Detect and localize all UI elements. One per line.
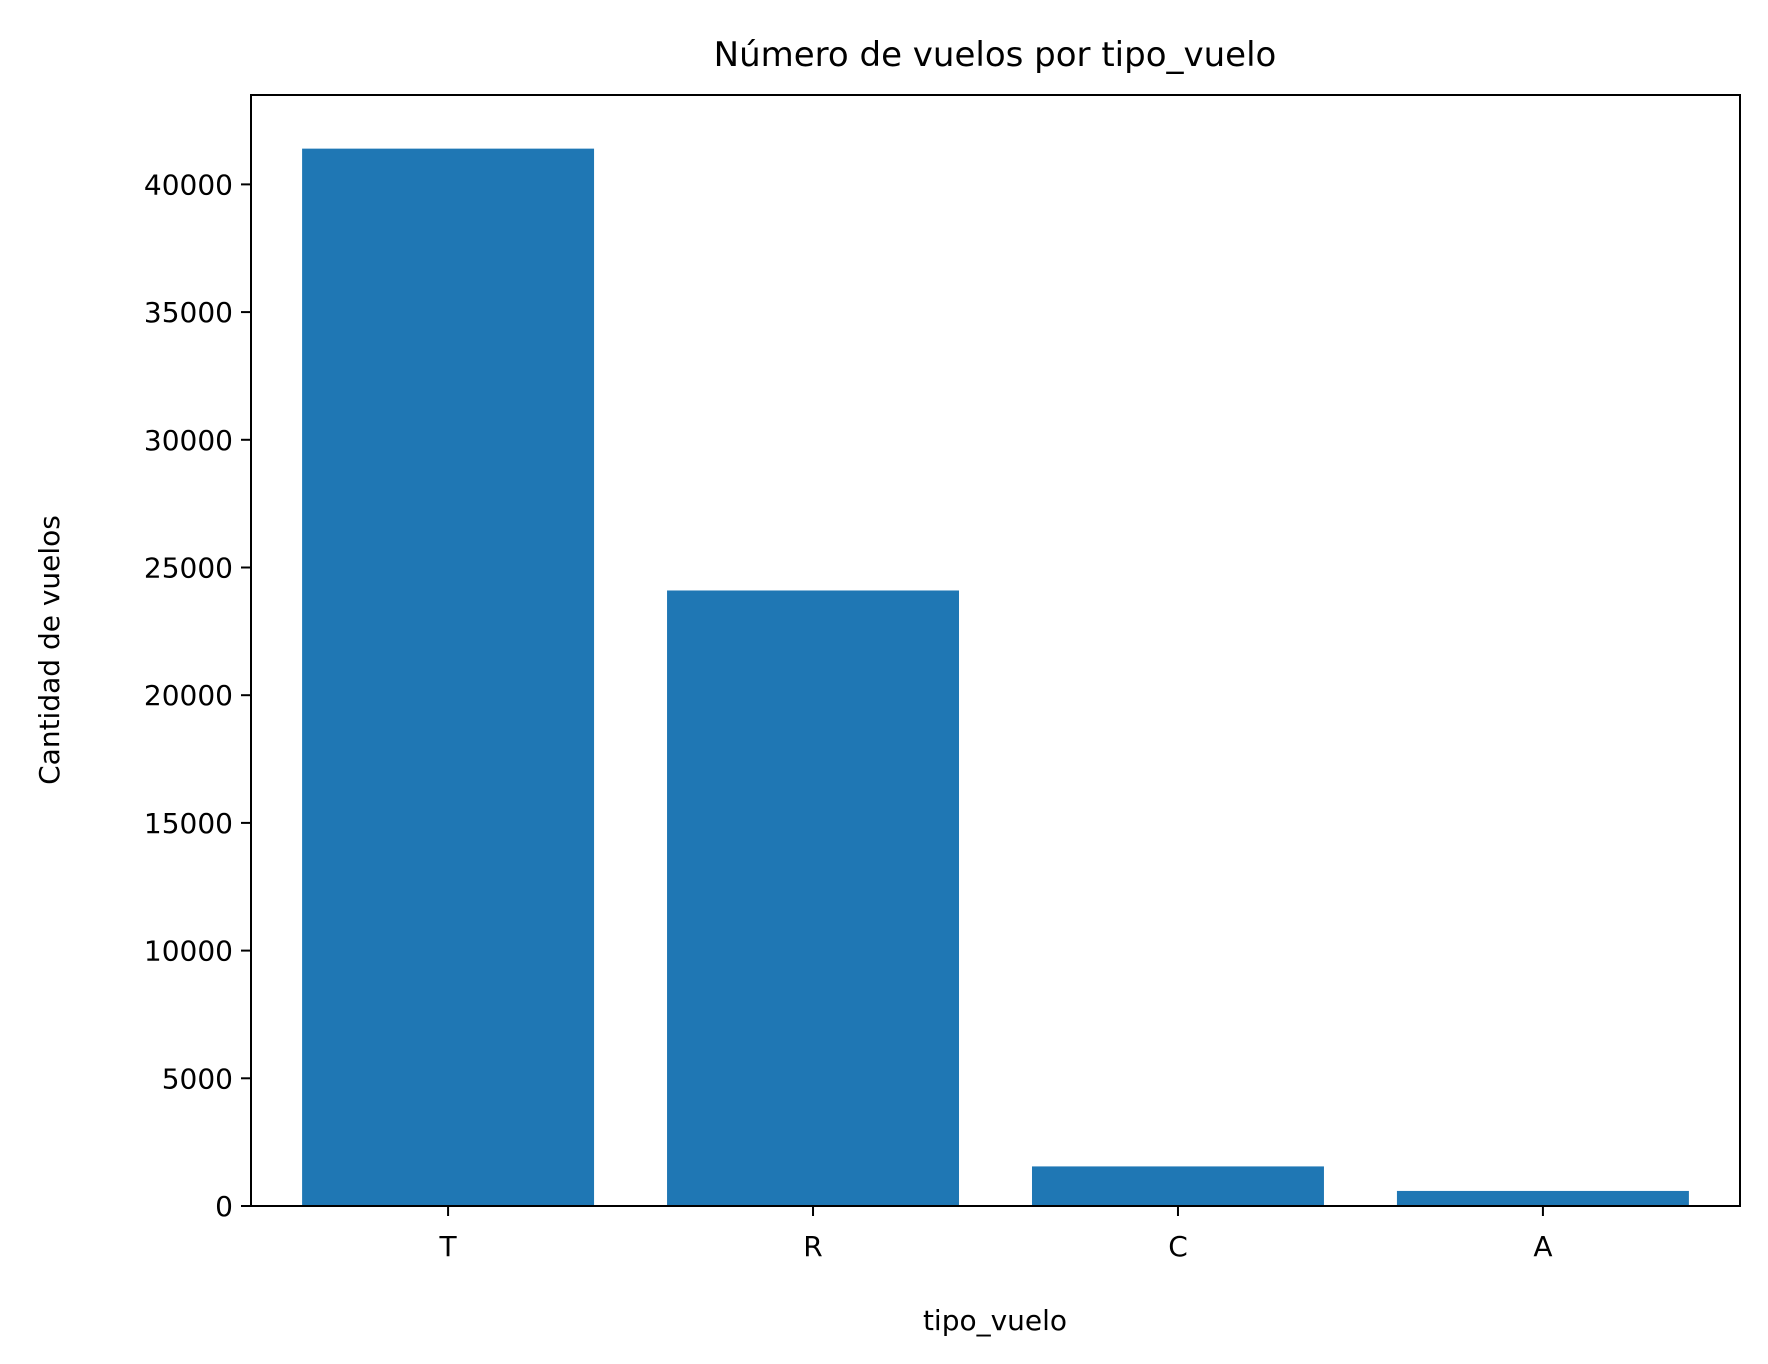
y-tick-label-15000: 15000 — [144, 807, 233, 840]
x-tick-label-C: C — [1168, 1230, 1188, 1263]
bar-C — [1031, 1166, 1324, 1206]
bar-T — [302, 148, 595, 1206]
y-tick-label-30000: 30000 — [144, 424, 233, 457]
y-tick-label-35000: 35000 — [144, 296, 233, 329]
y-tick-label-20000: 20000 — [144, 679, 233, 712]
y-tick-label-0: 0 — [215, 1190, 233, 1223]
x-tick-label-R: R — [803, 1230, 822, 1263]
chart-title: Número de vuelos por tipo_vuelo — [714, 35, 1277, 75]
x-tick-label-A: A — [1533, 1230, 1552, 1263]
y-tick-label-40000: 40000 — [144, 168, 233, 201]
bar-R — [667, 590, 960, 1206]
plot-area-frame — [250, 94, 1741, 1207]
bars-group — [302, 148, 1689, 1206]
x-tick-label-T: T — [439, 1230, 458, 1263]
x-axis-label: tipo_vuelo — [923, 1304, 1067, 1337]
y-tick-label-5000: 5000 — [162, 1062, 233, 1095]
y-axis-label: Cantidad de vuelos — [33, 515, 66, 785]
y-tick-label-10000: 10000 — [144, 935, 233, 968]
bar-A — [1396, 1190, 1689, 1206]
y-tick-label-25000: 25000 — [144, 551, 233, 584]
y-axis: 0 5000 10000 15000 20000 25000 30000 35000 40000 — [144, 168, 251, 1223]
